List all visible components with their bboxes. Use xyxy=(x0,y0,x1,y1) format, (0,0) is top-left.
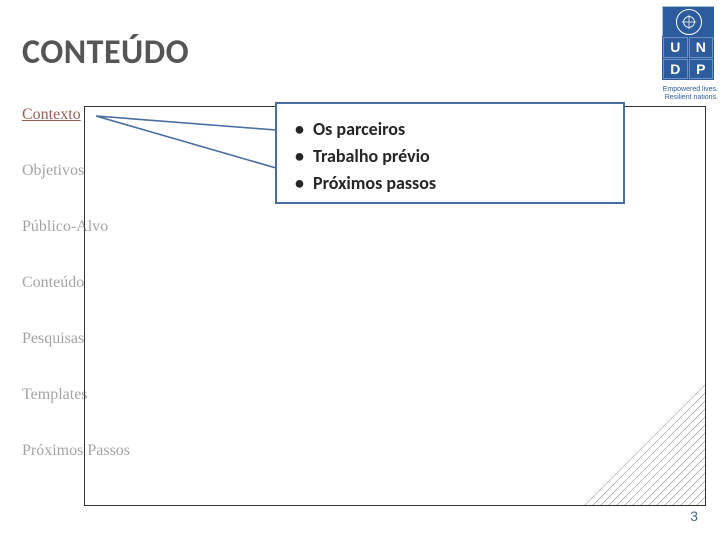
callout-item: Trabalho prévio xyxy=(295,143,605,170)
page-title: CONTEÚDO xyxy=(22,32,189,73)
logo-cell: U xyxy=(663,37,688,58)
sidebar-item-proximos-passos[interactable]: Próximos Passos xyxy=(22,442,172,460)
page-number: 3 xyxy=(690,508,698,524)
logo-cell: P xyxy=(689,59,714,80)
sidebar-item-objetivos[interactable]: Objetivos xyxy=(22,162,172,180)
logo-tagline: Empowered lives. Resilient nations. xyxy=(663,86,718,101)
logo-cell: D xyxy=(663,59,688,80)
callout-item: Os parceiros xyxy=(295,116,605,143)
sidebar: Contexto Objetivos Público-Alvo Conteúdo… xyxy=(22,106,172,498)
callout-box: Os parceiros Trabalho prévio Próximos pa… xyxy=(275,102,625,204)
sidebar-item-templates[interactable]: Templates xyxy=(22,386,172,404)
un-emblem xyxy=(662,6,714,36)
logo-cell: N xyxy=(689,37,714,58)
undp-letters: U N D P xyxy=(662,36,714,80)
callout-item: Próximos passos xyxy=(295,170,605,197)
corner-hatch xyxy=(585,385,705,505)
sidebar-item-conteudo[interactable]: Conteúdo xyxy=(22,274,172,292)
sidebar-item-publico-alvo[interactable]: Público-Alvo xyxy=(22,218,172,236)
undp-logo: U N D P xyxy=(662,6,714,80)
sidebar-item-contexto[interactable]: Contexto xyxy=(22,106,172,124)
sidebar-item-pesquisas[interactable]: Pesquisas xyxy=(22,330,172,348)
